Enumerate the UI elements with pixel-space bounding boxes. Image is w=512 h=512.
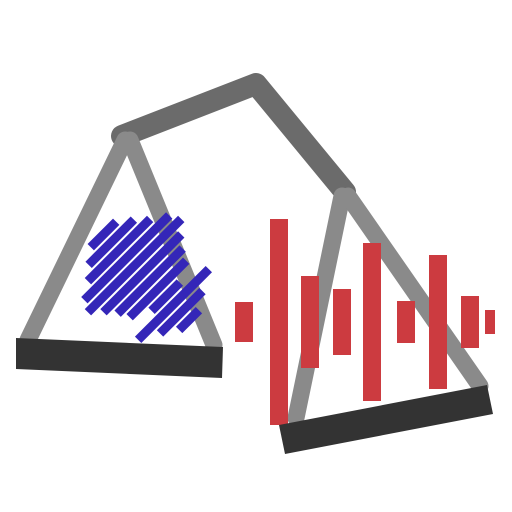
right-waveform-bar: [363, 243, 381, 401]
right-waveform-bar: [429, 255, 447, 389]
left-waveform-bar: [175, 306, 203, 334]
left-waveform: [81, 212, 213, 344]
left-waveform-bar: [126, 257, 190, 321]
left-waveform-bar: [87, 218, 120, 251]
left-waveform-bar: [85, 216, 138, 269]
scale-beam: [111, 73, 356, 203]
right-waveform-bar: [485, 310, 495, 334]
right-waveform-bar: [235, 302, 253, 342]
left-waveform-bar: [148, 279, 184, 315]
right-pan-frame: [287, 187, 489, 427]
right-waveform-bar: [301, 276, 319, 368]
left-waveform-bar: [100, 231, 185, 316]
right-waveform-bar: [461, 296, 479, 348]
right-waveform-bar: [270, 219, 288, 425]
left-waveform-bar: [84, 215, 185, 316]
left-waveform-bar: [114, 245, 186, 317]
left-waveform-bar: [134, 265, 213, 344]
left-pan: [16, 338, 223, 378]
left-waveform-bar: [156, 287, 206, 337]
right-waveform-bar: [397, 301, 415, 343]
right-pan: [279, 385, 493, 454]
left-waveform-bar: [84, 215, 154, 285]
right-waveform-bar: [333, 289, 351, 355]
left-waveform-bar: [81, 212, 173, 304]
right-waveform: [235, 219, 495, 425]
